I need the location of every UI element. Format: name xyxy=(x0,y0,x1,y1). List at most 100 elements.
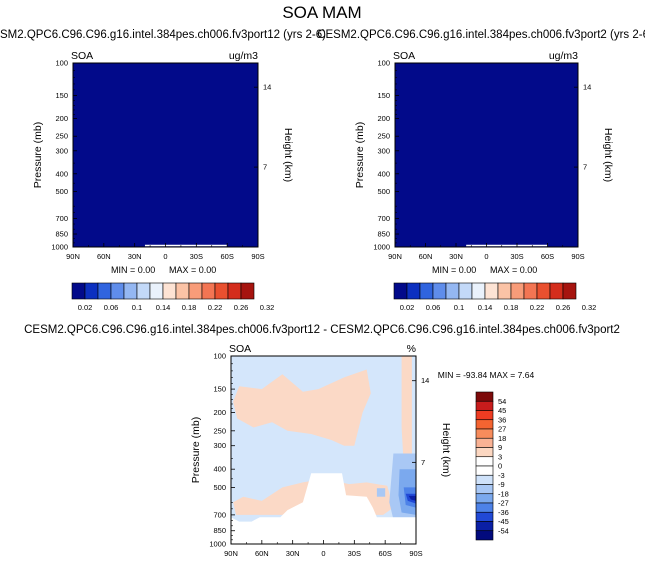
x-tick-label: 60S xyxy=(541,252,554,261)
colorbar-swatch xyxy=(97,282,112,300)
contour-negative-small-blob xyxy=(376,488,386,497)
field-fill xyxy=(73,63,258,247)
x-tick-label: 60S xyxy=(220,252,233,261)
km-tick-label: 7 xyxy=(583,163,587,172)
x-tick-label: 90N xyxy=(224,549,238,558)
colorbar-swatch xyxy=(549,282,564,300)
colorbar-label: 54 xyxy=(498,397,506,406)
plot-area xyxy=(73,63,258,247)
colorbar-label: 27 xyxy=(498,425,506,434)
colorbar-label: -9 xyxy=(498,480,505,489)
x-tick-label: 90S xyxy=(409,549,422,558)
colorbar-swatch xyxy=(475,511,494,522)
colorbar-swatch xyxy=(475,437,494,448)
y-tick-label: 700 xyxy=(55,214,68,223)
x-tick-label: 60N xyxy=(419,252,433,261)
contour-negative-pole-5 xyxy=(408,495,416,501)
colorbar-label: 45 xyxy=(498,406,506,415)
colorbar-label: 0.1 xyxy=(454,303,464,312)
y-tick-label: 300 xyxy=(377,146,390,155)
colorbar-swatch xyxy=(406,282,421,300)
y-tick-label: 850 xyxy=(213,526,226,535)
colorbar-swatch xyxy=(419,282,434,300)
y-tick-label: 100 xyxy=(55,59,68,68)
colorbar-swatch xyxy=(188,282,203,300)
plot-area xyxy=(231,356,416,544)
y-tick-label: 100 xyxy=(213,352,226,361)
field-label: SOA xyxy=(393,50,415,62)
y-tick-label: 700 xyxy=(213,510,226,519)
colorbar-swatch xyxy=(475,465,494,476)
colorbar-swatch xyxy=(484,282,499,300)
colorbar-label: 0.06 xyxy=(104,303,119,312)
y-right-axis-label: Height (km) xyxy=(282,128,294,182)
colorbar-swatch xyxy=(445,282,460,300)
colorbar-swatch xyxy=(71,282,86,300)
colorbar-top-left: 0.02 0.06 0.1 0.14 0.18 0.22 0.26 0.32 xyxy=(71,282,274,312)
x-tick-label: 30S xyxy=(348,549,361,558)
contour-positive-southpole-column xyxy=(401,356,412,465)
y-right-axis-label: Height (km) xyxy=(602,128,614,182)
colorbar-swatch xyxy=(123,282,138,300)
plot-area xyxy=(395,63,578,247)
y-tick-label: 500 xyxy=(213,483,226,492)
y-tick-label: 200 xyxy=(55,114,68,123)
colorbar-label: -54 xyxy=(498,526,509,535)
colorbar-label: 0.14 xyxy=(156,303,171,312)
field-label: SOA xyxy=(229,343,251,355)
field-label: SOA xyxy=(71,50,93,62)
y-tick-label: 1000 xyxy=(373,243,390,252)
y-tick-label: 200 xyxy=(377,114,390,123)
y-tick-label: 500 xyxy=(55,187,68,196)
x-tick-label: 30N xyxy=(449,252,463,261)
x-tick-label: 90S xyxy=(571,252,584,261)
y-tick-label: 250 xyxy=(377,132,390,141)
y-tick-label: 300 xyxy=(55,146,68,155)
x-tick-label: 30N xyxy=(128,252,142,261)
units-label: ug/m3 xyxy=(549,50,578,62)
x-tick-label: 0 xyxy=(321,549,325,558)
x-tick-label: 0 xyxy=(163,252,167,261)
panel-title: CESM2.QPC6.C96.C96.g16.intel.384pes.ch00… xyxy=(317,29,645,41)
colorbar-swatch xyxy=(475,493,494,504)
min-label: MIN = 0.00 xyxy=(111,265,155,275)
colorbar-label: 0.14 xyxy=(478,303,493,312)
y-tick-label: 300 xyxy=(213,441,226,450)
units-label: ug/m3 xyxy=(229,50,258,62)
y-tick-label: 700 xyxy=(377,214,390,223)
colorbar-label: 0.18 xyxy=(504,303,519,312)
panel-title: CESM2.QPC6.C96.C96.g16.intel.384pes.ch00… xyxy=(24,324,620,336)
colorbar-swatch xyxy=(162,282,177,300)
page-title: SOA MAM xyxy=(282,3,361,22)
colorbar-swatch xyxy=(471,282,486,300)
colorbar-swatch xyxy=(393,282,408,300)
contour-missing-topography xyxy=(231,473,416,544)
colorbar-label: -27 xyxy=(498,499,509,508)
units-label: % xyxy=(407,343,416,355)
stats-label: MIN = -93.84 MAX = 7.64 xyxy=(438,370,535,380)
colorbar-swatch xyxy=(458,282,473,300)
y-tick-label: 150 xyxy=(55,91,68,100)
colorbar-label: 0.22 xyxy=(208,303,223,312)
contour-positive-band xyxy=(233,369,371,446)
colorbar-label: 0.02 xyxy=(78,303,93,312)
y-axis-label: Pressure (mb) xyxy=(354,122,366,189)
colorbar-label: 0.22 xyxy=(530,303,545,312)
y-tick-label: 250 xyxy=(55,132,68,141)
x-tick-label: 90N xyxy=(388,252,402,261)
min-label: MIN = 0.00 xyxy=(432,265,476,275)
colorbar-swatch xyxy=(510,282,525,300)
y-tick-label: 150 xyxy=(213,385,226,394)
colorbar-label: 0.26 xyxy=(234,303,249,312)
km-tick-label: 7 xyxy=(263,163,267,172)
colorbar-label: 18 xyxy=(498,434,506,443)
field-fill xyxy=(395,63,578,247)
panel-1: CESM2.QPC6.C96.C96.g16.intel.384pes.ch00… xyxy=(0,29,326,275)
colorbar-swatch xyxy=(136,282,151,300)
x-tick-label: 60N xyxy=(255,549,269,558)
colorbar-swatch xyxy=(214,282,229,300)
y-tick-label: 850 xyxy=(55,230,68,239)
colorbar-swatch xyxy=(475,530,494,541)
